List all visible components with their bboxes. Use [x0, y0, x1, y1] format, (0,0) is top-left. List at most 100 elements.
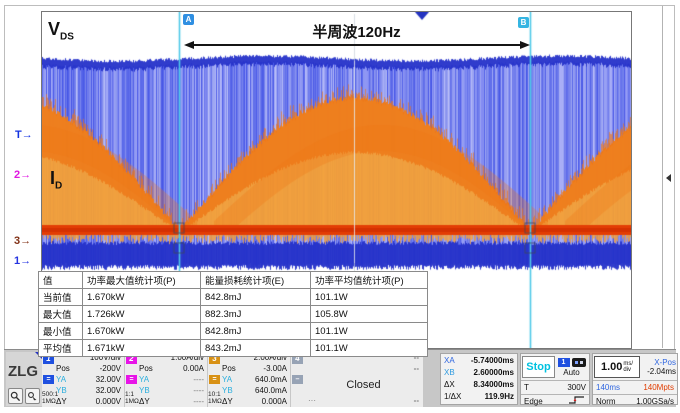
ch1-yb: 32.00V: [95, 386, 121, 395]
cursor-b-label[interactable]: B: [518, 17, 529, 28]
measure-cell: 101.1W: [310, 288, 428, 306]
ch3-position-marker[interactable]: 3→: [14, 235, 32, 247]
timebase-panel[interactable]: 1.00 ms/div X-Pos -2.04ms 140ms 140Mpts N…: [592, 353, 678, 406]
ch2-scale: 1.00A/div: [170, 353, 204, 362]
table-row: 最大值 1.726kW 882.3mJ 105.8W: [38, 305, 428, 323]
channel-3-badge[interactable]: 3: [209, 353, 220, 364]
ya-label: YA: [139, 375, 150, 384]
trigger-type: Edge: [524, 397, 543, 406]
yb-label: YB: [222, 386, 233, 395]
vds-trace-label: VDS: [48, 19, 74, 43]
cursor-readout-panel[interactable]: XA -5.74000ms XB 2.60000ms ΔX 8.34000ms 1/Δ…: [440, 353, 518, 405]
trigger-mode: Auto: [563, 367, 580, 377]
xa-label: XA: [444, 356, 455, 365]
sample-rate: 1.00GSa/s: [636, 397, 674, 406]
measure-cell: 101.1W: [310, 322, 428, 340]
ch4-coupling-icon: –: [292, 375, 303, 384]
ch3-pos: -3.00A: [263, 364, 287, 373]
cursor-a-label[interactable]: A: [183, 14, 194, 25]
memory-depth: 140Mpts: [643, 383, 674, 392]
ch2-position-marker[interactable]: 2→: [14, 169, 32, 181]
id-trace-label: ID: [50, 168, 63, 192]
measure-cell: 1.670kW: [82, 288, 201, 306]
yb-label: YB: [139, 386, 150, 395]
ch2-probe-ratio: 1:1: [125, 391, 135, 398]
ch2-dy: ----: [193, 397, 204, 406]
ch1-impedance: 1MΩ: [42, 398, 56, 405]
row-label: 当前值: [38, 288, 83, 306]
brand-panel: ZLG: [6, 352, 42, 406]
ch3-dy: 0.000A: [261, 397, 287, 406]
dy-label: ΔY: [56, 397, 67, 406]
table-row: 当前值 1.670kW 842.8mJ 101.1W: [38, 288, 428, 306]
right-panel: [662, 6, 677, 348]
yb-label: YB: [56, 386, 67, 395]
ch3-scale: 2.00A/div: [253, 353, 287, 362]
ch1-probe-ratio: 500:1: [42, 391, 59, 398]
arrowhead-left-icon: [184, 41, 194, 49]
channel-4-panel[interactable]: 4 – -- -- Closed ··· --: [291, 351, 423, 407]
ch3-impedance: 1MΩ: [208, 398, 222, 405]
capture-window: 140ms: [596, 383, 621, 392]
ya-label: YA: [222, 375, 233, 384]
measure-header: 值: [38, 271, 83, 289]
timebase-scale: 1.00: [600, 361, 623, 373]
channel-2-badge[interactable]: 2: [126, 353, 137, 364]
channel-2-panel[interactable]: 2 = 1:1 1MΩ 1.00A/div Pos 0.00A YA ---- YB -…: [125, 351, 207, 407]
inv-dx-value: 119.9Hz: [484, 392, 514, 401]
row-label: 最大值: [38, 305, 83, 323]
acquire-mode: Norm: [596, 397, 616, 406]
table-row: 最小值 1.670kW 842.8mJ 101.1W: [38, 322, 428, 340]
trigger-panel[interactable]: Stop 1 Auto T 300V Edge: [520, 353, 590, 406]
ch4-dash: --: [413, 396, 419, 405]
arrow-shaft: [194, 44, 520, 46]
arrowhead-right-icon: [520, 41, 530, 49]
ch2-ya: ----: [193, 375, 204, 384]
pos-label: Pos: [56, 364, 70, 373]
measure-cell: 1.670kW: [82, 322, 201, 340]
panel-collapse-handle-icon[interactable]: [666, 174, 671, 182]
dx-label: ΔX: [444, 380, 455, 389]
xb-value: 2.60000ms: [473, 368, 514, 377]
status-bar: ZLG 1 = 500:1 1MΩ 100V/div Pos -200V YA 32.…: [4, 349, 678, 407]
ch4-dash: --: [413, 364, 419, 373]
ch1-coupling-icon: =: [43, 375, 54, 384]
run-state-indicator[interactable]: Stop: [522, 356, 555, 378]
touch-tool-button[interactable]: [25, 388, 40, 404]
zlg-logo: ZLG: [8, 363, 38, 380]
ya-label: YA: [56, 375, 67, 384]
row-label: 最小值: [38, 322, 83, 340]
dy-label: ΔY: [222, 397, 233, 406]
trigger-source-ch1-icon: 1: [557, 357, 570, 367]
timebase-scale-box[interactable]: 1.00 ms/div: [594, 356, 640, 378]
ch4-dots: ···: [308, 396, 316, 405]
measure-cell: 842.8mJ: [200, 288, 311, 306]
ch2-yb: ----: [193, 386, 204, 395]
trigger-level-marker[interactable]: T→: [15, 129, 33, 141]
measure-header: 能量损耗统计项(E): [200, 271, 311, 289]
pointer-icon: [28, 391, 37, 400]
ch2-impedance: 1MΩ: [125, 398, 139, 405]
trigger-level-label: T: [524, 383, 529, 392]
inv-dx-label: 1/ΔX: [444, 392, 462, 401]
measure-header-row: 值 功率最大值统计项(P) 能量损耗统计项(E) 功率平均值统计项(P): [38, 271, 428, 289]
xpos-label: X-Pos: [654, 358, 676, 367]
channel-1-panel[interactable]: 1 = 500:1 1MΩ 100V/div Pos -200V YA 32.00V …: [42, 351, 124, 407]
pos-label: Pos: [222, 364, 236, 373]
ch3-coupling-icon: =: [209, 375, 220, 384]
channel-4-badge[interactable]: 4: [292, 353, 303, 364]
measure-cell: 101.1W: [310, 339, 428, 357]
trigger-status-icon: [571, 357, 586, 367]
channel-1-badge[interactable]: 1: [43, 353, 54, 364]
measurement-table: 值 功率最大值统计项(P) 能量损耗统计项(E) 功率平均值统计项(P) 当前值…: [38, 271, 428, 357]
measure-cell: 1.726kW: [82, 305, 201, 323]
table-row: 平均值 1.671kW 843.2mJ 101.1W: [38, 339, 428, 357]
channel-3-panel[interactable]: 3 = 10:1 1MΩ 2.00A/div Pos -3.00A YA 640.0m…: [208, 351, 290, 407]
zoom-tool-button[interactable]: [8, 388, 23, 404]
ch2-pos: 0.00A: [183, 364, 204, 373]
measure-cell: 843.2mJ: [200, 339, 311, 357]
ch3-yb: 640.0mA: [254, 386, 287, 395]
ch1-position-marker[interactable]: 1→: [14, 255, 32, 267]
measure-header: 功率最大值统计项(P): [82, 271, 201, 289]
